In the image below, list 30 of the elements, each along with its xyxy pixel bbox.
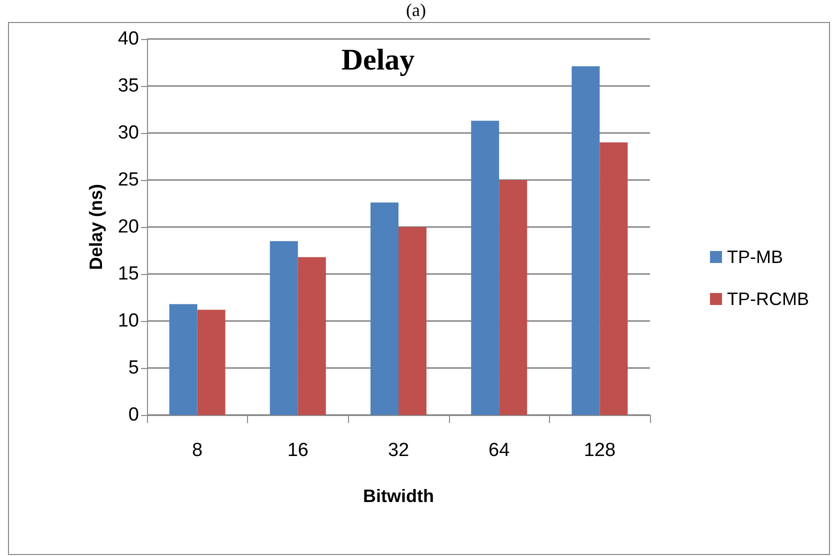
y-tick-label: 30 (118, 122, 139, 144)
legend-label: TP-MB (727, 247, 784, 267)
bar (398, 227, 426, 415)
bar (572, 66, 600, 415)
bar (270, 241, 298, 415)
bar (169, 304, 198, 415)
x-tick-label: 32 (388, 440, 410, 461)
y-tick-label: 20 (118, 216, 139, 238)
x-tick-label: 128 (584, 440, 616, 461)
bar (471, 120, 500, 415)
y-tick-label: 25 (118, 170, 139, 190)
bar (499, 180, 528, 415)
legend-label: TP-RCMB (727, 289, 810, 309)
x-axis-title: Bitwidth (363, 486, 434, 506)
y-tick-label: 10 (118, 310, 139, 332)
text: (a) (406, 0, 426, 20)
y-tick-label: 15 (118, 264, 139, 284)
x-tick-label: 64 (488, 440, 510, 461)
bar (197, 310, 226, 415)
y-tick-label: 35 (118, 76, 139, 96)
bar (298, 257, 326, 415)
y-tick-label: 5 (128, 358, 139, 378)
bar (600, 142, 628, 415)
y-tick-label: 40 (118, 28, 139, 50)
y-axis-title: Delay (ns) (86, 184, 106, 270)
x-tick-label: 16 (287, 440, 308, 461)
bar (370, 202, 398, 415)
chart-title: Delay (341, 44, 415, 76)
x-tick-label: 8 (192, 440, 203, 461)
y-tick-label: 0 (128, 404, 139, 426)
